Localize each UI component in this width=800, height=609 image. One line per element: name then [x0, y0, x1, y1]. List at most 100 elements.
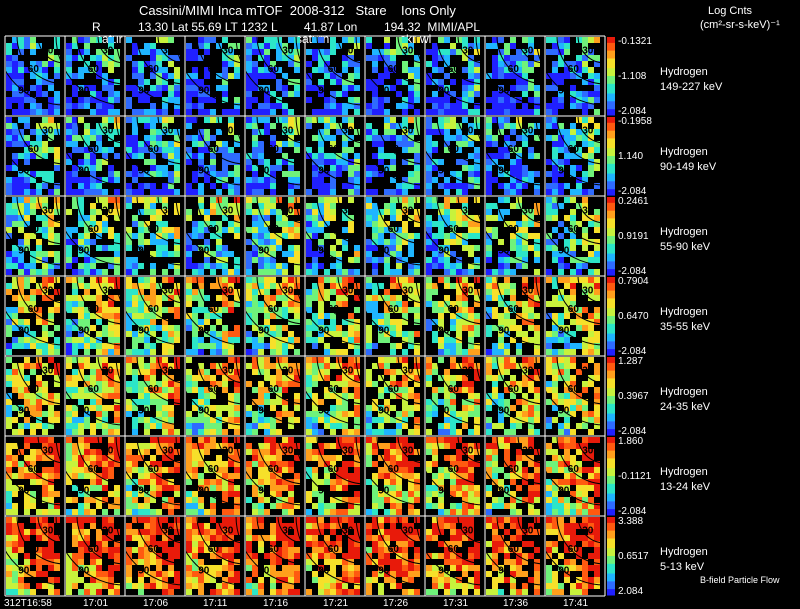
- contour-label: 30: [462, 446, 474, 457]
- contour-arc: [496, 435, 546, 485]
- contour-arc: [256, 435, 306, 485]
- contour-arc: [415, 435, 486, 506]
- contour-arc: [55, 115, 126, 186]
- contour-arc: [436, 515, 486, 565]
- orbit-info: 13.30 Lat 55.69 LT 1232 L 41.87 Lon 194.…: [138, 20, 481, 34]
- contour-label: 60: [208, 544, 220, 555]
- contour-arc: [295, 515, 366, 586]
- time-label: 17:06: [143, 598, 169, 609]
- contour-label: 90: [318, 166, 330, 177]
- contour-label: 60: [268, 384, 280, 395]
- contour-label: 30: [42, 46, 54, 57]
- contour-arc: [475, 35, 546, 106]
- time-label: 17:16: [263, 598, 289, 609]
- contour-arc: [0, 217, 66, 266]
- contour-label: 30: [162, 366, 174, 377]
- contour-arc: [355, 115, 426, 186]
- colorbar-r2: [607, 197, 615, 276]
- contour-label: 30: [282, 206, 294, 217]
- contour-arc: [556, 275, 606, 325]
- contour-label: 90: [138, 486, 150, 497]
- contour-arc: [316, 35, 366, 85]
- contour-arc: [256, 195, 306, 245]
- contour-arc: [196, 35, 246, 85]
- contour-label: 60: [208, 64, 220, 75]
- contour-label: 90: [558, 486, 570, 497]
- contour-arc: [76, 195, 126, 245]
- contour-label: 30: [582, 446, 594, 457]
- contour-label: 60: [88, 544, 100, 555]
- contour-arc: [496, 515, 546, 565]
- contour-label: 30: [282, 46, 294, 57]
- colorbar-tick-mid: 0.6470: [618, 311, 649, 322]
- contour-label: 90: [318, 86, 330, 97]
- contour-label: 60: [268, 144, 280, 155]
- contour-label: 60: [148, 464, 160, 475]
- contour-label: 90: [78, 166, 90, 177]
- contour-arc: [196, 115, 246, 165]
- contour-label: 60: [568, 144, 580, 155]
- contour-label: 90: [198, 486, 210, 497]
- contour-label: 90: [378, 326, 390, 337]
- contour-arc: [376, 35, 426, 85]
- contour-label: 90: [438, 326, 450, 337]
- contour-arc: [556, 115, 606, 165]
- contour-label: 30: [402, 46, 414, 57]
- contour-label: 30: [102, 366, 114, 377]
- contour-label: 30: [282, 526, 294, 537]
- contour-label: 30: [102, 126, 114, 137]
- contour-label: 30: [342, 286, 354, 297]
- colorbar-tick-max: 1.860: [618, 436, 644, 447]
- units-subtitle: (cm²-sr-s-keV)⁻¹: [700, 19, 780, 31]
- contour-label: 60: [208, 304, 220, 315]
- contour-label: 60: [88, 464, 100, 475]
- contour-arc: [235, 35, 306, 106]
- contour-label: 30: [402, 206, 414, 217]
- contour-label: 90: [18, 86, 30, 97]
- contour-arc: [436, 435, 486, 485]
- contour-label: 90: [438, 86, 450, 97]
- contour-label: 60: [88, 144, 100, 155]
- contour-arc: [16, 35, 66, 85]
- contour-label: 90: [78, 246, 90, 257]
- contour-arc: [235, 115, 306, 186]
- contour-label: 30: [282, 286, 294, 297]
- contour-label: 90: [558, 326, 570, 337]
- contour-label: 60: [148, 544, 160, 555]
- contour-label: 60: [388, 144, 400, 155]
- contour-arc: [175, 195, 246, 266]
- contour-label: 60: [28, 544, 40, 555]
- contour-label: 60: [28, 464, 40, 475]
- contour-arc: [535, 515, 606, 586]
- plot-title: Cassini/MIMI Inca mTOF 2008-312 Stare Io…: [139, 3, 456, 18]
- contour-arc: [136, 115, 186, 165]
- contour-arc: [475, 115, 546, 186]
- contour-label: 60: [208, 224, 220, 235]
- contour-arc: [415, 195, 486, 266]
- contour-label: 30: [582, 366, 594, 377]
- colorbar-r6: [607, 517, 615, 596]
- contour-label: 90: [18, 166, 30, 177]
- contour-label: 60: [448, 384, 460, 395]
- contour-label: 30: [522, 366, 534, 377]
- contour-arc: [16, 275, 66, 325]
- contour-arc: [196, 195, 246, 245]
- contour-label: 30: [342, 206, 354, 217]
- contour-label: 60: [328, 64, 340, 75]
- colorbar-tick-max: 1.287: [618, 356, 644, 367]
- contour-arc: [295, 195, 366, 266]
